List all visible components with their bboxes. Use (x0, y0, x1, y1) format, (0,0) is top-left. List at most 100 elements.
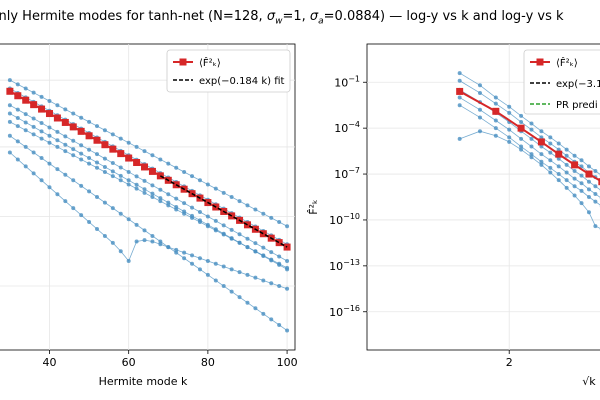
right-individual-point (529, 144, 534, 149)
right-y-tick-label: 10−13 (329, 258, 360, 273)
right-individual-point (586, 187, 591, 192)
left-individual-point (221, 232, 226, 237)
left-individual-point (142, 178, 147, 183)
left-individual-point (126, 182, 131, 187)
right-y-axis-label: F̂²ₖ (307, 199, 320, 214)
left-individual-point (166, 161, 171, 166)
left-individual-point (150, 183, 155, 188)
right-individual-point (586, 195, 591, 199)
left-individual-point (47, 185, 52, 190)
left-mean-point (109, 145, 117, 153)
left-individual-point (95, 160, 99, 165)
right-individual-point (572, 193, 577, 198)
right-y-tick-exponent: −1 (348, 74, 360, 83)
left-x-tick-label: 40 (42, 356, 56, 369)
left-individual-point (205, 272, 210, 277)
left-mean-point (133, 159, 141, 167)
right-individual-point (457, 95, 462, 100)
left-individual-point (63, 134, 68, 139)
left-individual-point (7, 103, 12, 108)
right-legend-fit-label: exp(−3.1 (556, 79, 600, 90)
left-mean-point (22, 96, 30, 104)
title-sigma-a: σ (309, 9, 319, 24)
left-individual-point (95, 195, 99, 199)
right-individual-point (564, 178, 569, 183)
left-individual-point (269, 281, 274, 286)
right-individual-point (572, 184, 577, 189)
left-individual-point (55, 192, 60, 197)
left-mean-point (53, 114, 61, 122)
left-individual-point (71, 178, 76, 183)
right-individual-point (519, 136, 524, 141)
left-individual-point (39, 121, 44, 126)
right-y-tick-exponent: −10 (343, 212, 360, 221)
left-individual-point (102, 156, 107, 161)
right-y-tick-exponent: −16 (343, 304, 360, 313)
right-individual-point (457, 103, 462, 108)
left-individual-point (71, 111, 76, 116)
left-individual-point (79, 213, 84, 218)
right-mean-point (585, 170, 593, 178)
right-individual-point (529, 127, 534, 132)
left-individual-point (23, 128, 28, 133)
right-individual-point (586, 164, 591, 169)
left-mean-point (275, 239, 283, 247)
right-individual-point (564, 170, 569, 175)
right-legend: ⟨F̂²ₖ⟩ exp(−3.1 PR predi (523, 49, 600, 115)
left-individual-point (110, 174, 115, 179)
left-individual-point (237, 232, 242, 237)
left-individual-point (150, 191, 155, 196)
right-individual-point (507, 104, 512, 109)
left-x-tick-label: 80 (201, 356, 215, 369)
right-individual-point (586, 210, 591, 215)
left-individual-point (277, 261, 282, 266)
left-individual-point (277, 254, 282, 259)
left-individual-point (31, 90, 36, 95)
left-individual-point (63, 149, 68, 154)
left-individual-point (47, 140, 52, 145)
right-individual-point (579, 181, 584, 186)
left-individual-series-group (7, 78, 290, 333)
right-individual-point (564, 162, 569, 167)
left-individual-point (126, 169, 131, 174)
left-individual-point (118, 136, 123, 141)
left-individual-point (174, 207, 179, 212)
title-sigma-w: σ (266, 9, 276, 24)
left-individual-point (182, 169, 187, 174)
right-mean-point (517, 124, 525, 132)
left-individual-point (142, 190, 147, 195)
left-mean-point (259, 230, 267, 238)
left-mean-point (77, 127, 85, 135)
right-individual-point (548, 135, 553, 140)
left-individual-point (261, 253, 266, 258)
left-individual-point (142, 149, 147, 154)
left-individual-point (134, 174, 139, 179)
right-individual-point (529, 152, 534, 157)
left-individual-point (39, 94, 44, 99)
right-legend-mean-label: ⟨F̂²ₖ⟩ (556, 56, 578, 69)
left-legend: ⟨F̂²ₖ⟩ exp(−0.184 k) fit (166, 49, 291, 93)
left-individual-point (158, 239, 163, 244)
left-individual-point (205, 224, 210, 229)
left-individual-point (110, 169, 115, 174)
left-individual-point (150, 153, 155, 158)
right-y-tick-exponent: −13 (343, 258, 360, 267)
left-individual-point (7, 133, 12, 138)
right-mean-point (492, 107, 500, 115)
left-individual-point (229, 195, 234, 199)
left-individual-point (63, 107, 68, 112)
left-individual-point (31, 171, 36, 176)
right-y-tick-label: 10−10 (329, 212, 360, 227)
right-individual-point (564, 147, 569, 152)
left-individual-point (23, 112, 28, 117)
left-individual-point (277, 284, 282, 289)
left-individual-point (15, 82, 20, 87)
right-individual-point (548, 158, 553, 163)
left-individual-point (221, 223, 226, 228)
right-individual-point (519, 113, 524, 118)
right-individual-point (493, 126, 498, 131)
right-individual-point (529, 136, 534, 141)
left-individual-point (71, 138, 76, 143)
left-individual-point (95, 226, 99, 231)
